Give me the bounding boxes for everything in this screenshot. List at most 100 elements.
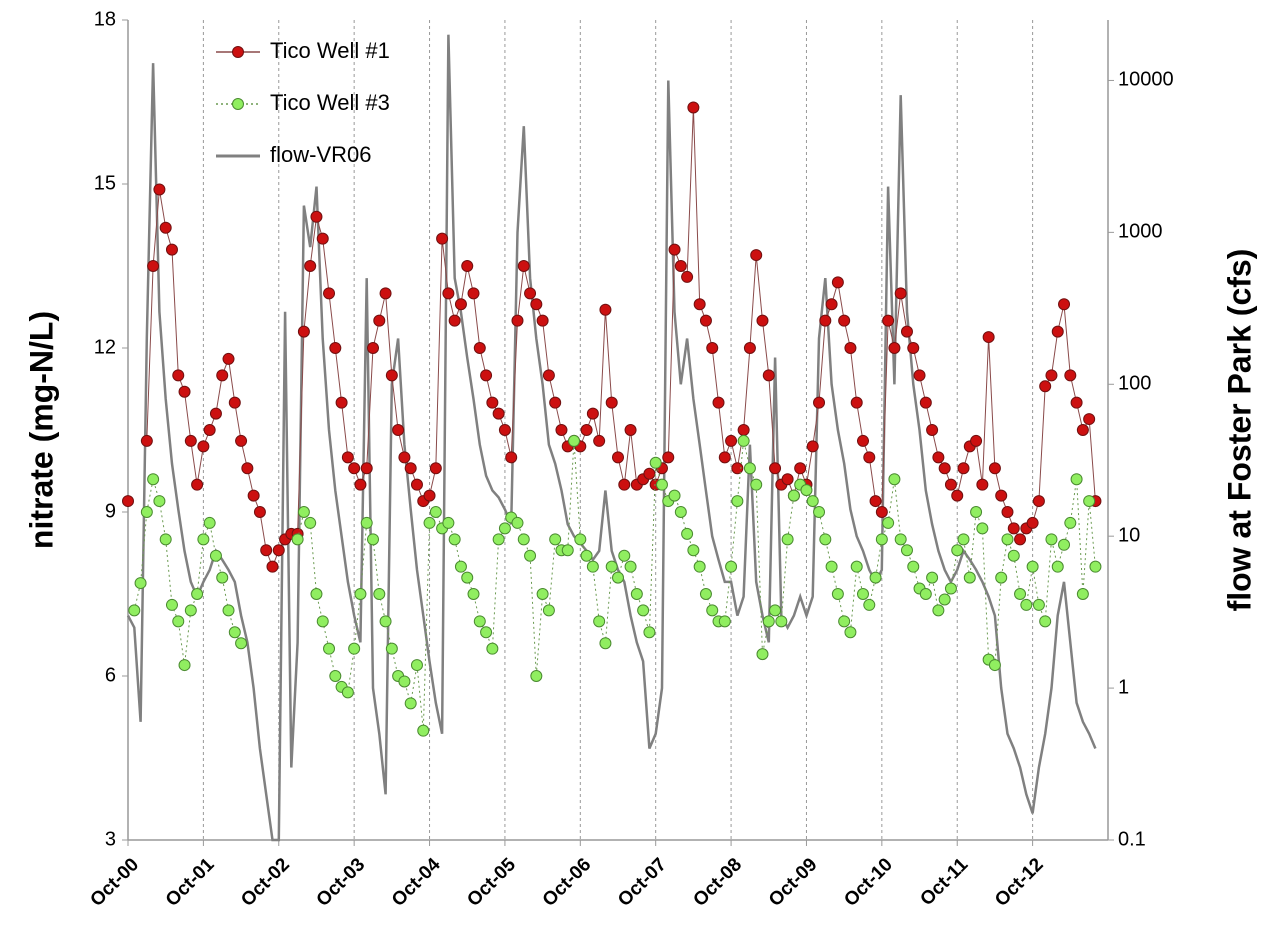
data-point <box>542 369 555 382</box>
data-point <box>511 314 524 327</box>
data-point <box>297 325 310 338</box>
data-point <box>323 642 336 655</box>
data-point <box>951 544 964 557</box>
data-point <box>599 303 612 316</box>
data-point <box>442 287 455 300</box>
data-point <box>486 396 499 409</box>
legend-marker <box>232 46 244 58</box>
data-point <box>970 506 983 518</box>
data-point <box>1089 560 1102 573</box>
data-point <box>976 478 989 491</box>
data-point <box>260 544 273 557</box>
y-tick-label: 12 <box>94 336 116 358</box>
data-point <box>1039 615 1052 628</box>
data-point <box>1058 298 1071 311</box>
data-point <box>875 533 888 546</box>
data-point <box>737 424 750 436</box>
data-point <box>473 615 486 628</box>
y-tick-label: 9 <box>105 500 116 522</box>
data-point <box>147 260 160 272</box>
data-point <box>549 533 562 546</box>
data-point <box>668 243 681 256</box>
data-point <box>536 588 549 600</box>
data-point <box>335 396 348 409</box>
data-point <box>492 407 505 420</box>
data-point <box>272 544 285 557</box>
data-point <box>932 451 945 464</box>
data-point <box>825 560 838 573</box>
data-point <box>574 533 587 546</box>
data-point <box>831 588 844 600</box>
data-point <box>442 516 455 529</box>
data-point <box>951 489 964 502</box>
data-point <box>222 352 235 365</box>
data-point <box>555 424 568 436</box>
data-point <box>241 462 254 475</box>
data-point <box>367 342 379 354</box>
y2-axis-label: flow at Foster Park (cfs) <box>1221 249 1257 612</box>
data-point <box>360 462 373 475</box>
data-point <box>869 495 882 508</box>
data-point <box>417 724 430 737</box>
data-point <box>699 588 712 600</box>
data-point <box>618 478 631 491</box>
data-point <box>907 560 920 573</box>
data-point <box>341 686 354 699</box>
data-point <box>304 516 317 529</box>
data-point <box>857 434 869 447</box>
data-point <box>831 276 844 289</box>
data-point <box>360 516 373 529</box>
data-point <box>1014 533 1027 546</box>
data-point <box>1045 369 1058 382</box>
data-point <box>392 424 405 436</box>
data-point <box>624 560 637 573</box>
x-tick-label: Oct-09 <box>765 854 822 911</box>
data-point <box>825 298 838 311</box>
data-point <box>926 571 939 584</box>
x-tick-label: Oct-07 <box>614 854 671 911</box>
data-point <box>612 571 624 584</box>
data-point <box>473 342 486 354</box>
data-point <box>731 462 744 475</box>
legend-label: flow-VR06 <box>270 142 371 167</box>
data-point <box>624 424 637 436</box>
data-point <box>291 533 304 546</box>
data-point <box>819 314 832 327</box>
data-point <box>586 560 599 573</box>
data-point <box>524 287 537 300</box>
data-point <box>938 593 951 606</box>
data-point <box>907 342 920 354</box>
data-point <box>693 298 706 311</box>
data-point <box>341 451 354 464</box>
data-point <box>1039 380 1052 393</box>
data-point <box>819 533 832 546</box>
data-point <box>769 604 782 617</box>
data-point <box>178 385 191 398</box>
data-point <box>454 560 467 573</box>
data-point <box>894 533 907 546</box>
data-point <box>794 462 807 475</box>
x-tick-label: Oct-06 <box>539 854 596 911</box>
data-point <box>235 637 248 650</box>
data-point <box>850 396 863 409</box>
data-point <box>253 506 266 518</box>
data-point <box>618 549 631 562</box>
data-point <box>674 506 687 518</box>
x-tick-label: Oct-12 <box>991 854 1048 911</box>
data-point <box>165 598 178 611</box>
data-point <box>593 434 606 447</box>
flow-line <box>126 34 1097 842</box>
x-tick-label: Oct-11 <box>916 854 972 910</box>
data-point <box>404 697 417 710</box>
data-point <box>172 615 185 628</box>
data-point <box>184 604 197 617</box>
data-point <box>266 560 279 573</box>
data-point <box>882 516 895 529</box>
data-point <box>1083 413 1096 426</box>
x-tick-label: Oct-01 <box>162 854 219 911</box>
data-point <box>454 298 467 311</box>
data-point <box>304 260 317 272</box>
data-point <box>379 287 392 300</box>
data-point <box>404 462 417 475</box>
